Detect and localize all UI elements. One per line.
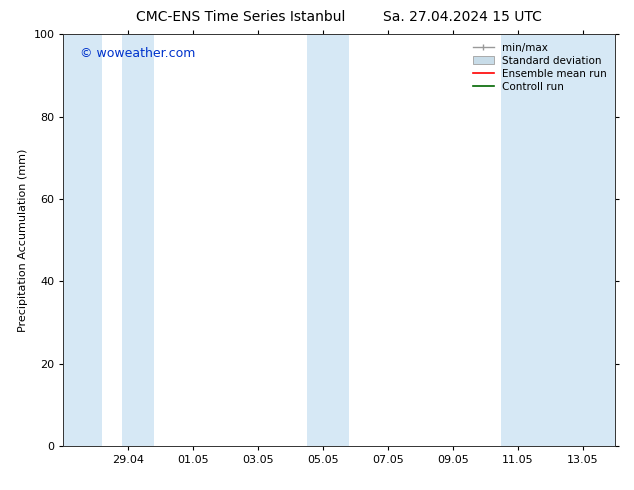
- Text: Sa. 27.04.2024 15 UTC: Sa. 27.04.2024 15 UTC: [384, 10, 542, 24]
- Text: CMC-ENS Time Series Istanbul: CMC-ENS Time Series Istanbul: [136, 10, 346, 24]
- Bar: [307, 34, 349, 446]
- Legend: min/max, Standard deviation, Ensemble mean run, Controll run: min/max, Standard deviation, Ensemble me…: [470, 40, 610, 95]
- Bar: [122, 34, 154, 446]
- Y-axis label: Precipitation Accumulation (mm): Precipitation Accumulation (mm): [18, 148, 28, 332]
- Bar: [501, 34, 615, 446]
- Text: © woweather.com: © woweather.com: [80, 47, 195, 60]
- Bar: [63, 34, 102, 446]
